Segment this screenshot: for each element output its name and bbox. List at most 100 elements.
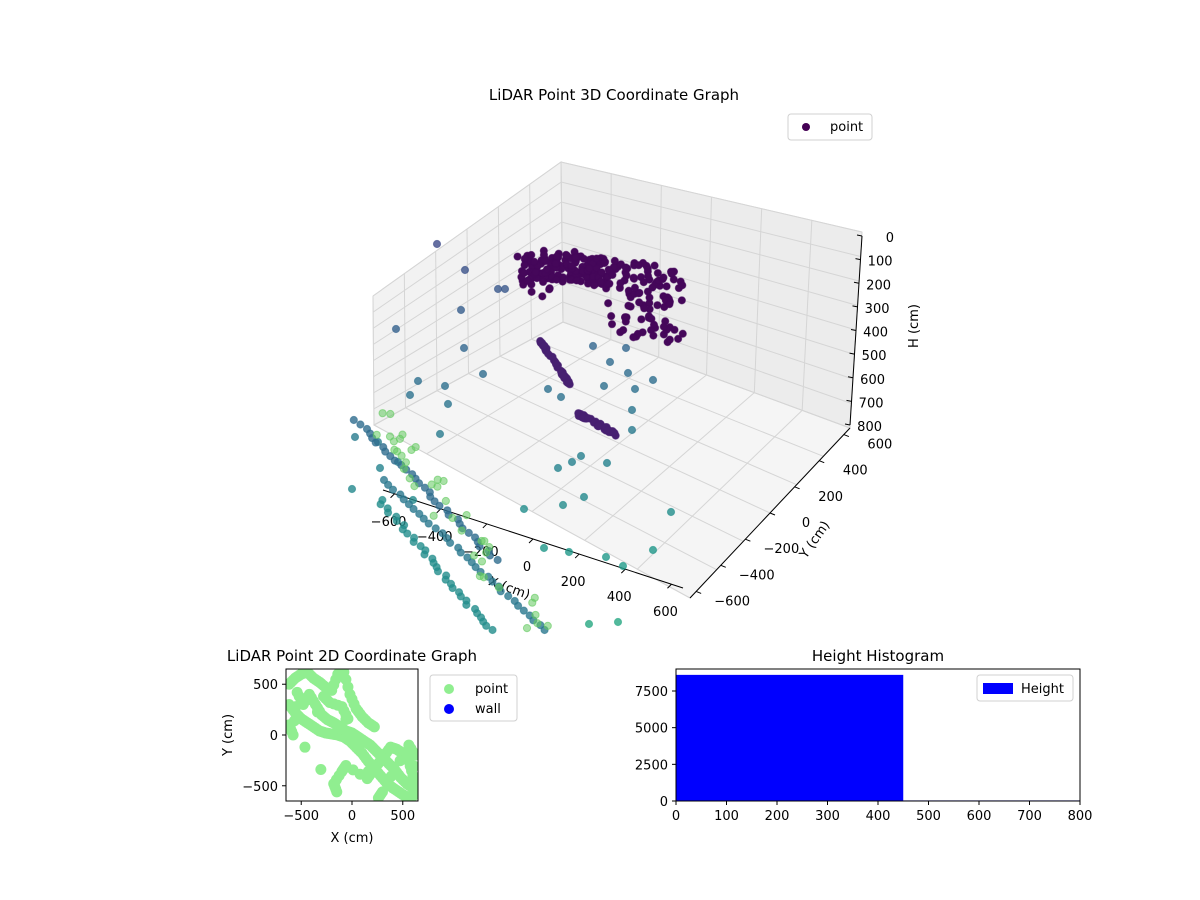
point-3d (563, 378, 573, 388)
point-3d (618, 561, 628, 571)
point-3d (629, 273, 638, 282)
point-3d (531, 268, 540, 277)
histogram-x-tick-label: 500 (916, 809, 941, 824)
point-3d (460, 265, 470, 275)
histogram-y-tick-label: 2500 (635, 758, 668, 773)
point-3d (399, 464, 409, 473)
histogram-title: Height Histogram (812, 647, 944, 665)
histogram-y-tick-label: 7500 (635, 685, 668, 700)
y-tick-3d (843, 434, 850, 438)
point-3d (590, 281, 599, 290)
ticks-2d: −500 0 500 −500 0 500 (242, 678, 415, 824)
z-tick-label-3d: 800 (857, 420, 882, 435)
grid-line-z (372, 201, 860, 329)
point-2d (288, 715, 300, 727)
point-3d (607, 320, 617, 329)
point-3d (559, 371, 568, 380)
point-3d (435, 501, 444, 510)
point-3d (666, 507, 676, 517)
point-2d (362, 766, 374, 778)
grid-line-z (373, 241, 857, 361)
x-tick-label-3d: 0 (523, 560, 531, 575)
point-3d (648, 545, 658, 555)
scatter-2d-points (286, 669, 418, 801)
point-3d (349, 415, 358, 425)
histogram-ticks: 0 100 200 300 400 500 600 700 800 0 2500 5000 7500 (635, 685, 1093, 824)
point-3d (588, 341, 598, 351)
x-tick-3d (390, 493, 395, 499)
histogram-bar (676, 674, 904, 801)
point-3d (479, 573, 488, 582)
point-3d (410, 482, 419, 491)
legend-2d: point wall (429, 674, 518, 722)
point-3d (439, 476, 448, 486)
point-3d (665, 335, 674, 344)
point-3d (621, 343, 631, 353)
point-3d (602, 458, 612, 468)
point-3d (649, 331, 658, 340)
histogram-y-tick-label: 0 (660, 795, 668, 810)
point-3d (648, 283, 657, 292)
point-2d (385, 770, 397, 782)
point-3d (399, 495, 408, 504)
point-3d (624, 301, 633, 310)
point-3d (564, 547, 574, 557)
z-tick-label-3d: 0 (886, 231, 894, 246)
point-3d (610, 256, 619, 265)
point-3d (552, 359, 561, 368)
y-tick-3d (769, 512, 776, 516)
point-3d (665, 300, 674, 309)
point-3d (405, 474, 414, 483)
point-3d (469, 551, 479, 560)
chart-2d-title: LiDAR Point 2D Coordinate Graph (227, 647, 477, 665)
point-2d (315, 764, 327, 776)
legend-2d-label-wall: wall (475, 702, 501, 717)
point-3d (670, 325, 679, 334)
point-3d (405, 390, 415, 400)
legend-2d-marker-point (444, 684, 454, 694)
point-3d (429, 511, 438, 520)
point-3d (637, 315, 646, 324)
y-tick-3d (819, 460, 825, 464)
point-3d (457, 526, 466, 535)
point-3d (579, 254, 588, 263)
point-3d (350, 432, 360, 442)
point-3d (616, 279, 625, 288)
point-3d (594, 421, 603, 431)
grid-3d (372, 161, 863, 599)
legend-2d-marker-wall (444, 704, 454, 714)
point-2d (352, 739, 364, 751)
y-tick-label-2d: −500 (242, 780, 278, 795)
y-tick-label-3d: −200 (764, 542, 800, 557)
grid-line-z (372, 161, 863, 297)
y-tick-label-3d: −400 (739, 568, 775, 583)
point-2d (405, 743, 417, 755)
point-3d (627, 425, 637, 435)
x-tick-3d (620, 568, 626, 574)
x-tick-3d (667, 583, 672, 589)
z-tick-label-3d: 100 (868, 255, 893, 270)
point-3d (605, 357, 615, 367)
z-tick-3d (847, 376, 854, 379)
point-3d (386, 409, 395, 419)
point-3d (627, 405, 637, 415)
point-3d (558, 500, 568, 510)
y-tick-label-3d: 400 (843, 464, 868, 479)
point-3d (477, 536, 486, 546)
point-3d (420, 483, 430, 492)
point-3d (576, 451, 586, 461)
grid-line-z (372, 181, 861, 313)
point-3d (623, 368, 633, 378)
legend-3d-label: point (830, 120, 863, 135)
point-3d (432, 239, 442, 249)
x-tick-3d (528, 538, 534, 544)
y-tick-label-3d: −600 (714, 594, 750, 609)
point-3d (552, 275, 561, 284)
legend-histogram-box (976, 674, 1074, 702)
point-3d (592, 254, 601, 263)
point-3d (395, 434, 405, 443)
point-3d (482, 548, 491, 557)
point-3d (488, 577, 497, 586)
point-3d (659, 322, 668, 331)
